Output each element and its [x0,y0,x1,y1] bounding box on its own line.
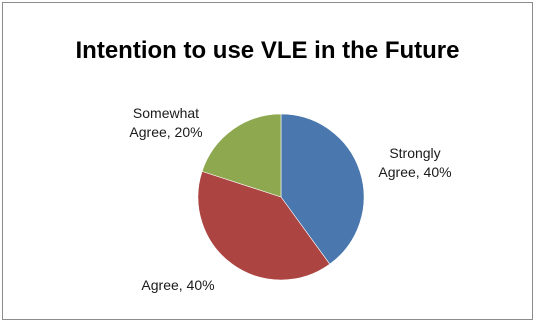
slice-label: Agree, 40% [141,277,214,293]
chart-title: Intention to use VLE in the Future [75,37,460,64]
slice-label-line: Agree, 20% [129,124,202,140]
slice-label-line: Strongly [389,145,440,161]
pie-slice [197,170,331,281]
slice-label: Strongly Agree, 40% [378,145,451,180]
slice-label-line: Agree, 40% [378,164,451,180]
pie-slice [280,113,365,265]
slice-label: Somewhat Agree, 20% [129,105,202,140]
slice-label-line: Agree, 40% [141,277,214,293]
slice-label-line: Somewhat [133,105,199,121]
pie-slice [201,113,282,198]
